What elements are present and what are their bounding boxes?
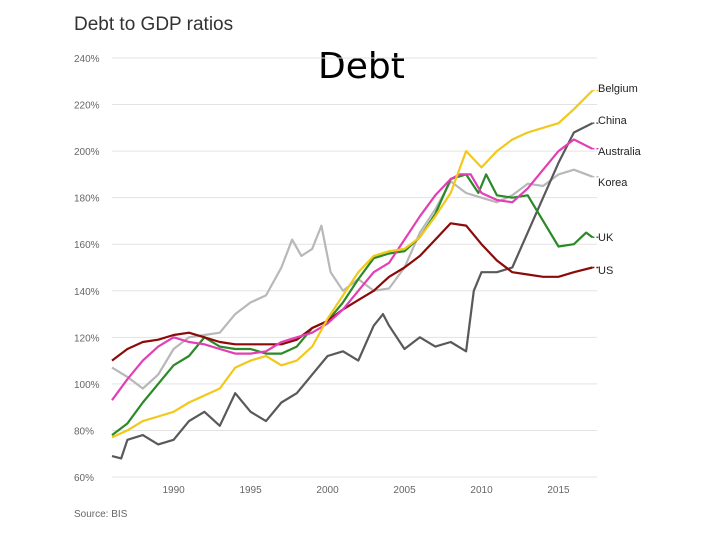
- y-tick-label: 100%: [74, 380, 100, 391]
- y-tick-label: 120%: [74, 333, 100, 344]
- legend-label-belgium: Belgium: [598, 83, 638, 95]
- slide-title: Debt: [318, 46, 405, 87]
- legend-label-australia: Australia: [598, 146, 642, 158]
- series-lines: [111, 89, 594, 460]
- x-tick-label: 2015: [547, 485, 570, 496]
- y-tick-label: 220%: [74, 101, 100, 112]
- y-tick-label: 240%: [74, 54, 100, 65]
- y-tick-label: 180%: [74, 194, 100, 205]
- chart-title: Debt to GDP ratios: [74, 14, 234, 35]
- series-line-us: [111, 222, 593, 362]
- y-tick-label: 80%: [74, 426, 94, 437]
- legend-label-uk: UK: [598, 232, 614, 244]
- source-note: Source: BIS: [74, 509, 128, 520]
- legend-label-us: US: [598, 265, 613, 277]
- legend: Korea China UK US Australia Belgium: [592, 83, 642, 277]
- y-axis-ticks: 60% 80% 100% 120% 140% 160% 180% 200% 220% 240%: [74, 54, 100, 484]
- series-line-china: [111, 122, 593, 460]
- legend-label-korea: Korea: [598, 177, 628, 189]
- x-axis-ticks: 1990 1995 2000 2005 2010 2015: [162, 485, 570, 496]
- y-tick-label: 140%: [74, 287, 100, 298]
- series-line-belgium: [111, 89, 594, 439]
- y-tick-label: 200%: [74, 147, 100, 158]
- x-tick-label: 2000: [316, 485, 339, 496]
- series-line-australia: [111, 138, 593, 401]
- x-tick-label: 1995: [239, 485, 262, 496]
- grid-lines: [112, 57, 597, 478]
- legend-label-china: China: [598, 115, 628, 127]
- x-tick-label: 2005: [393, 485, 416, 496]
- x-tick-label: 1990: [162, 485, 185, 496]
- x-tick-label: 2010: [470, 485, 493, 496]
- y-tick-label: 160%: [74, 240, 100, 251]
- series-line-korea: [111, 168, 593, 390]
- y-tick-label: 60%: [74, 473, 94, 484]
